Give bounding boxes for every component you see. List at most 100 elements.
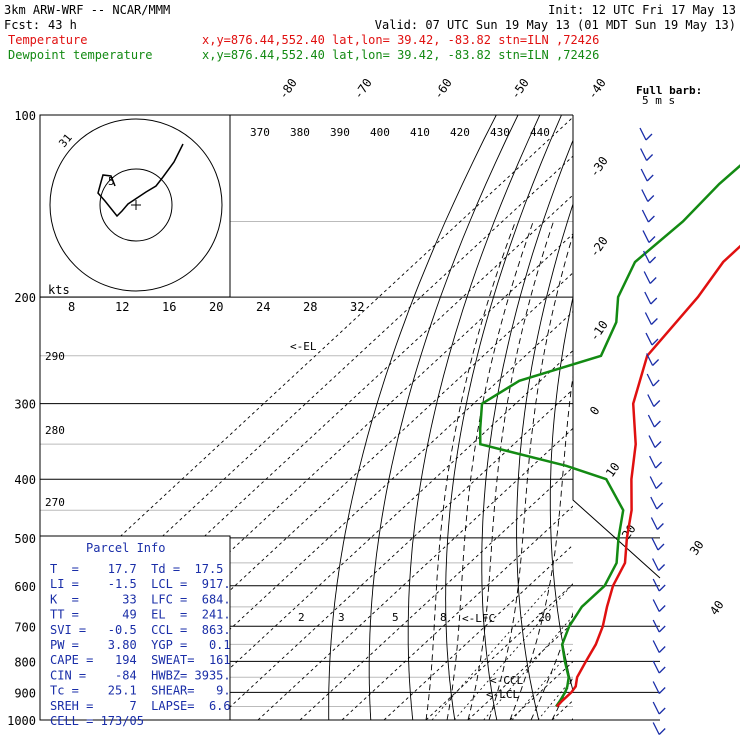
parcel-row: CIN = -84 HWBZ= 3935. — [50, 668, 231, 682]
adiabat-lines — [328, 115, 740, 721]
temperature-label--70: -70 — [351, 76, 375, 102]
dewpoint-location: x,y=876.44,552.40 lat,lon= 39.42, -83.82… — [202, 48, 599, 62]
scale-label-28: 28 — [303, 300, 317, 314]
dry-adiabat-260 — [407, 115, 541, 720]
temperature-label--60: -60 — [431, 76, 455, 102]
dry-adiabat-350 — [703, 115, 740, 720]
theta-label-390: 390 — [330, 126, 350, 139]
theta-lower-label-280: 280 — [45, 424, 65, 437]
wind-barb-shaft — [652, 558, 660, 571]
wind-barb-shaft — [652, 578, 660, 592]
isotherm--10 — [425, 583, 573, 720]
moist-adiabat-35 — [615, 222, 740, 721]
mixing-ratio-label-5: 5 — [392, 611, 399, 624]
hodograph-outer-ring — [49, 118, 223, 292]
forecast-hour: 43 h — [48, 18, 77, 32]
wind-barb-flag — [658, 687, 666, 694]
pressure-label-700: 700 — [14, 620, 36, 634]
theta-label-440: 440 — [530, 126, 550, 139]
wind-barb-flag — [645, 133, 653, 141]
wind-barb-shaft — [643, 250, 651, 264]
pressure-label-900: 900 — [14, 686, 36, 700]
parcel-row: K = 33 LFC = 684. — [50, 592, 231, 606]
wind-barb-shaft — [648, 435, 656, 448]
moist-adiabat--10 — [425, 221, 516, 720]
pressure-label-1000: 1000 — [7, 714, 36, 728]
pressure-label-200: 200 — [14, 291, 36, 305]
pressure-label-800: 800 — [14, 655, 36, 669]
temperature-label-0: 0 — [587, 404, 603, 418]
wind-barb-shaft — [650, 496, 658, 510]
temperature-label-40: 40 — [707, 598, 727, 618]
wind-barb-shaft — [652, 660, 660, 674]
hodograph-trace — [97, 143, 184, 218]
isotherm--120 — [40, 155, 573, 651]
wind-barb-flag — [652, 379, 660, 387]
parcel-row: PW = 3.80 YGP = 0.1 — [50, 638, 231, 652]
wind-barb-flag — [652, 359, 660, 366]
barb-legend: Full barb: — [636, 84, 702, 97]
pressure-label-400: 400 — [14, 473, 36, 487]
scale-label-8: 8 — [68, 300, 75, 314]
isotherm-40 — [636, 115, 740, 720]
wind-barb-shaft — [644, 291, 652, 305]
mixing-ratio-12 — [537, 677, 573, 720]
mixing-ratio-label-8: 8 — [440, 611, 447, 624]
barb-legend-unit: 5 m s — [642, 94, 675, 107]
theta-labels: 370 380 390 400 410 420 430 440 290 280 270 — [45, 126, 550, 509]
wind-barb-shaft — [650, 517, 658, 530]
parcel-info-rows: T = 17.7 Td = 17.5LI = -1.5 LCL = 917.K … — [50, 562, 231, 728]
wind-barb-shaft — [649, 476, 657, 489]
isotherm-50 — [678, 115, 740, 720]
scale-label-24: 24 — [256, 300, 270, 314]
dewpoint-profile — [478, 164, 740, 708]
wind-barb-shaft — [647, 394, 655, 407]
moist-adiabat--5 — [446, 221, 534, 720]
wind-barb-flag — [654, 441, 662, 448]
scale-label-20: 20 — [209, 300, 223, 314]
scale-label-16: 16 — [162, 300, 176, 314]
parcel-row: CAPE = 194 SWEAT= 161 — [50, 653, 231, 667]
wind-barb-shaft — [652, 701, 660, 715]
parcel-row: Tc = 25.1 SHEAR= 9. — [50, 684, 231, 698]
mixing-ratio-label-2: 2 — [298, 611, 305, 624]
hodograph-unit: kts — [48, 283, 70, 297]
wind-barb-flag — [655, 461, 663, 469]
theta-lower-label-270: 270 — [45, 496, 65, 509]
temperature-label--20: -20 — [587, 234, 611, 260]
wind-barb-flag — [658, 707, 666, 715]
wind-barb-flag — [653, 400, 661, 407]
hodograph: 31 5 kts — [39, 114, 231, 298]
dry-adiabat-240 — [328, 115, 497, 720]
temperature-label--80: -80 — [276, 76, 300, 102]
temperature-profile — [555, 244, 740, 708]
theta-label-420: 420 — [450, 126, 470, 139]
wind-barb-shaft — [647, 414, 655, 428]
wind-barb-shaft — [652, 619, 660, 633]
wind-barb-flag — [656, 523, 664, 530]
isotherm--60 — [215, 388, 573, 720]
theta-label-410: 410 — [410, 126, 430, 139]
wind-barb-flag — [658, 728, 666, 735]
wind-barb-flag — [657, 543, 665, 551]
wind-barbs — [639, 127, 666, 735]
wind-barb-shaft — [646, 353, 654, 366]
wind-barb-flag — [650, 318, 658, 325]
wind-barb-shaft — [652, 640, 660, 653]
isotherm--130 — [40, 116, 573, 612]
parcel-info-panel: Parcel Info T = 17.7 Td = 17.5LI = -1.5 … — [39, 535, 231, 728]
wind-barb-shaft — [651, 537, 659, 551]
parcel-row: LI = -1.5 LCL = 917. — [50, 577, 231, 591]
lcl-annotation: <-LCL — [486, 688, 519, 701]
wind-barb-shaft — [642, 230, 650, 243]
isotherm-20 — [551, 699, 573, 720]
hodograph-point-label: 5 — [108, 175, 115, 188]
mixing-ratio-label-3: 3 — [338, 611, 345, 624]
wind-barb-flag — [658, 625, 666, 633]
dry-adiabat-250 — [368, 115, 519, 720]
moist-adiabat-40 — [636, 222, 740, 721]
pressure-label-600: 600 — [14, 580, 36, 594]
wind-barb-flag — [658, 666, 666, 674]
wind-barb-shaft — [646, 373, 654, 387]
temperature-label--30: -30 — [587, 154, 611, 180]
